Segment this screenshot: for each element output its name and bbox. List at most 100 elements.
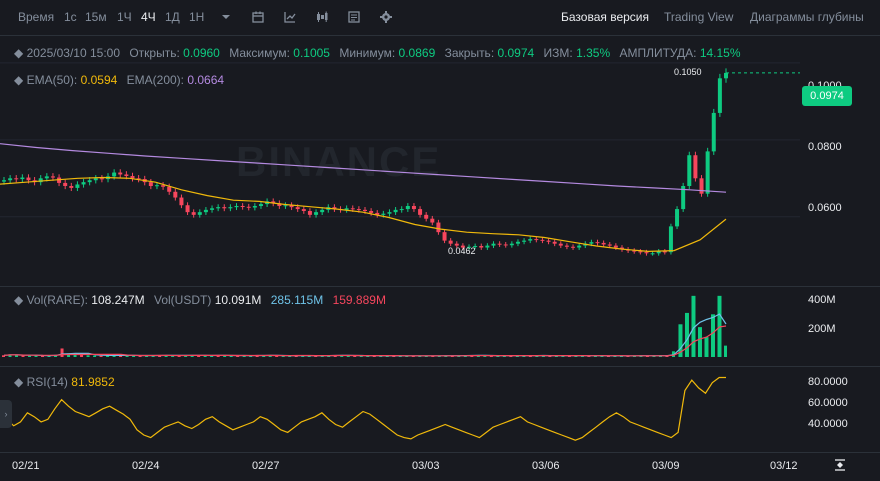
rsi-toggle-icon[interactable]: ◆ bbox=[14, 375, 24, 389]
ema-info: ◆ EMA(50): 0.0594 EMA(200): 0.0664 bbox=[14, 73, 224, 87]
rsi-chart[interactable] bbox=[0, 367, 800, 452]
price-chart[interactable] bbox=[0, 36, 800, 286]
volume-bar bbox=[418, 355, 422, 357]
ema50-line bbox=[0, 176, 727, 253]
candle-body bbox=[711, 112, 716, 152]
volume-bar bbox=[444, 355, 448, 357]
candle-body bbox=[130, 176, 135, 179]
auto-scale-icon[interactable] bbox=[834, 459, 846, 471]
rsi-label: RSI(14) bbox=[26, 375, 68, 389]
candle-body bbox=[411, 206, 416, 210]
candle-body bbox=[50, 176, 55, 178]
ohlc-date: 2025/03/10 15:00 bbox=[26, 46, 120, 60]
volume-bar bbox=[301, 355, 305, 357]
rsi-tick-80: 80.0000 bbox=[808, 376, 848, 388]
volume-bar bbox=[99, 355, 103, 357]
candle-body bbox=[448, 240, 453, 244]
volume-bar bbox=[528, 355, 532, 357]
pane-divider[interactable] bbox=[0, 286, 880, 287]
volume-chart[interactable] bbox=[0, 287, 800, 360]
volume-toggle-icon[interactable]: ◆ bbox=[14, 293, 24, 307]
candle-body bbox=[38, 178, 43, 183]
volume-bar bbox=[132, 355, 136, 357]
low-marker-label: 0.0462 bbox=[448, 246, 476, 256]
volume-bar bbox=[580, 355, 584, 357]
high-label: Максимум: bbox=[229, 46, 290, 60]
time-tick-0309: 03/09 bbox=[652, 460, 680, 472]
volume-tick-400m: 400M bbox=[808, 294, 836, 306]
high-value: 0.1005 bbox=[293, 46, 330, 60]
candle-body bbox=[681, 186, 686, 210]
current-price-tag: 0.0974 bbox=[802, 86, 852, 106]
candles-icon[interactable] bbox=[316, 11, 328, 23]
candle-body bbox=[589, 242, 594, 244]
candle-body bbox=[258, 204, 263, 206]
candle-body bbox=[375, 212, 380, 215]
indicators-icon[interactable] bbox=[284, 11, 296, 23]
gear-icon[interactable] bbox=[380, 11, 392, 23]
candle-body bbox=[571, 246, 576, 248]
amplitude-value: 14.15% bbox=[699, 46, 741, 60]
volume-bar bbox=[60, 348, 64, 357]
candle-body bbox=[216, 207, 221, 209]
rsi-info: ◆ RSI(14) 81.9852 bbox=[14, 375, 115, 389]
interval-1h[interactable]: 1Ч bbox=[117, 10, 132, 24]
collapse-handle-icon[interactable]: › bbox=[0, 400, 12, 428]
tab-depth-chart[interactable]: Диаграммы глубины bbox=[750, 10, 864, 24]
ohlc-info: ◆ 2025/03/10 15:00 Открыть: 0.0960 Макси… bbox=[14, 46, 741, 60]
rsi-tick-60: 60.0000 bbox=[808, 397, 848, 409]
candle-body bbox=[662, 251, 667, 253]
volume-bar bbox=[151, 355, 155, 357]
candle-body bbox=[136, 178, 141, 180]
candle-body bbox=[332, 207, 337, 210]
interval-15m[interactable]: 15м bbox=[85, 10, 107, 24]
volume-bar bbox=[587, 355, 591, 357]
candle-body bbox=[14, 178, 19, 180]
volume-bar bbox=[353, 355, 357, 357]
interval-4h[interactable]: 4Ч bbox=[141, 10, 156, 24]
info-toggle-icon[interactable]: ◆ bbox=[14, 46, 24, 60]
volume-bar bbox=[15, 355, 19, 357]
candle-body bbox=[154, 185, 159, 187]
volume-bar bbox=[184, 355, 188, 357]
candle-body bbox=[344, 208, 349, 210]
interval-1d[interactable]: 1Д bbox=[165, 10, 180, 24]
volume-bar bbox=[288, 355, 292, 357]
candle-body bbox=[717, 78, 722, 113]
candle-body bbox=[399, 209, 404, 211]
volume-bar bbox=[678, 324, 683, 357]
volume-bar bbox=[489, 355, 493, 357]
template-icon[interactable] bbox=[348, 11, 360, 23]
ema200-label: EMA(200): bbox=[126, 73, 185, 87]
volume-bar bbox=[268, 355, 272, 357]
rsi-value: 81.9852 bbox=[71, 375, 115, 389]
tab-basic-view[interactable]: Базовая версия bbox=[561, 10, 649, 24]
calendar-icon[interactable] bbox=[252, 11, 264, 23]
candle-body bbox=[595, 242, 600, 244]
candle-body bbox=[638, 251, 643, 253]
price-tick-0060: 0.0600 bbox=[808, 202, 842, 214]
candle-body bbox=[540, 239, 545, 241]
pane-divider-2[interactable] bbox=[0, 366, 880, 367]
volume-bar bbox=[671, 351, 675, 357]
chevron-down-icon[interactable] bbox=[220, 11, 232, 23]
volume-bar bbox=[606, 356, 610, 357]
tab-trading-view[interactable]: Trading View bbox=[664, 10, 734, 24]
time-axis-divider bbox=[0, 452, 880, 453]
interval-1w[interactable]: 1Н bbox=[189, 10, 205, 24]
volume-bar bbox=[21, 355, 25, 357]
volume-bar bbox=[509, 355, 513, 357]
ema-toggle-icon[interactable]: ◆ bbox=[14, 73, 24, 87]
candle-body bbox=[613, 245, 618, 248]
candle-body bbox=[63, 182, 68, 186]
interval-1s[interactable]: 1с bbox=[64, 10, 77, 24]
candle-body bbox=[705, 151, 710, 194]
close-label: Закрыть: bbox=[444, 46, 495, 60]
candle-body bbox=[210, 208, 215, 210]
rsi-line bbox=[0, 376, 726, 441]
volusdt-label: Vol(USDT) bbox=[154, 293, 212, 307]
volume-bar bbox=[697, 327, 702, 357]
candle-body bbox=[387, 212, 392, 214]
candle-body bbox=[497, 243, 502, 245]
volume-bar bbox=[8, 354, 12, 357]
